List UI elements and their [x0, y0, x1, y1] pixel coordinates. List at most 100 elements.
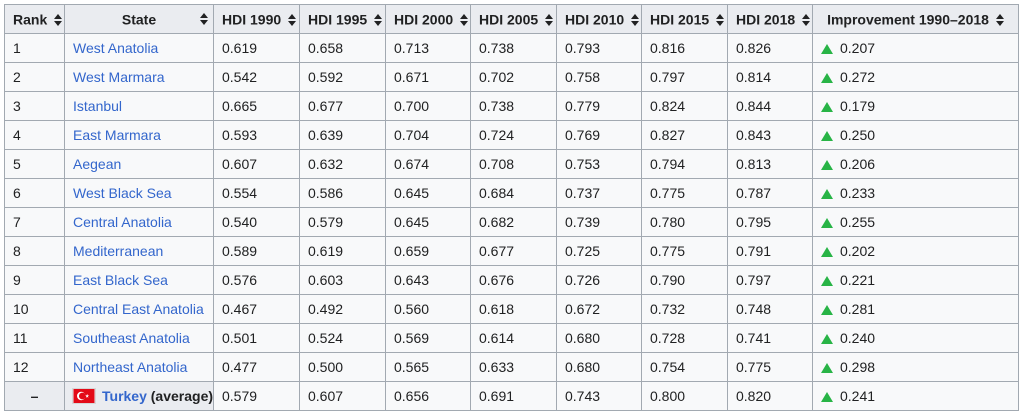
hdi-value-cell: 0.738 [470, 91, 557, 121]
sort-toggle-icon[interactable] [545, 13, 554, 26]
hdi-value-cell: 0.787 [727, 178, 813, 208]
state-link[interactable]: Central East Anatolia [73, 301, 204, 317]
sort-toggle-icon[interactable] [288, 13, 297, 26]
hdi-value-cell: 0.593 [213, 120, 300, 150]
column-header-hdi1990[interactable]: HDI 1990 [213, 4, 300, 34]
sort-down-arrow-icon [200, 20, 208, 25]
table-row: 4 East Marmara 0.593 0.639 0.704 0.724 0.769 0.… [4, 120, 1019, 150]
hdi-value-cell: 0.827 [641, 120, 728, 150]
column-header-hdi2015[interactable]: HDI 2015 [641, 4, 728, 34]
hdi-value-cell: 0.540 [213, 207, 300, 237]
sort-down-arrow-icon [716, 20, 725, 26]
column-header-hdi2010[interactable]: HDI 2010 [556, 4, 642, 34]
sort-toggle-icon[interactable] [374, 13, 383, 26]
column-header-hdi2000[interactable]: HDI 2000 [385, 4, 471, 34]
state-link[interactable]: Central Anatolia [73, 214, 172, 230]
column-header-hdi2005[interactable]: HDI 2005 [470, 4, 557, 34]
improvement-cell: 0.255 [812, 207, 1019, 237]
hdi-value-cell: 0.738 [470, 33, 557, 63]
sort-toggle-icon[interactable] [460, 13, 469, 26]
hdi-value-cell: 0.702 [470, 62, 557, 92]
hdi-value-cell: 0.726 [556, 265, 642, 295]
hdi-value-cell: 0.477 [213, 352, 300, 382]
state-link[interactable]: Southeast Anatolia [73, 330, 190, 346]
hdi-value-cell: 0.797 [727, 265, 813, 295]
state-link[interactable]: Istanbul [73, 98, 123, 114]
sort-up-arrow-icon [802, 13, 811, 19]
increase-icon [821, 160, 833, 170]
sort-toggle-icon[interactable] [716, 13, 725, 26]
improvement-value: 0.250 [840, 127, 876, 143]
summary-row-turkey-average: – Turkey (average) 0.579 0.607 0.656 0.691 0.7… [4, 381, 1019, 411]
table-row: 5 Aegean 0.607 0.632 0.674 0.708 0.753 0.794 0.8… [4, 149, 1019, 179]
column-header-label: HDI 2010 [565, 11, 625, 28]
improvement-cell: 0.207 [812, 33, 1019, 63]
hdi-value-cell: 0.739 [556, 207, 642, 237]
hdi-value-cell: 0.656 [385, 381, 471, 411]
column-header-state[interactable]: State [64, 4, 214, 34]
column-header-label: HDI 1995 [308, 11, 368, 28]
hdi-value-cell: 0.674 [385, 149, 471, 179]
hdi-value-cell: 0.569 [385, 323, 471, 353]
hdi-value-cell: 0.826 [727, 33, 813, 63]
hdi-value-cell: 0.579 [299, 207, 386, 237]
sort-toggle-icon[interactable] [200, 13, 208, 25]
increase-icon [821, 305, 833, 315]
sort-down-arrow-icon [374, 20, 383, 26]
state-cell: Aegean [64, 149, 214, 179]
rank-cell: 3 [4, 91, 65, 121]
hdi-value-cell: 0.814 [727, 62, 813, 92]
table-row: 10 Central East Anatolia 0.467 0.492 0.560 0.… [4, 294, 1019, 324]
header-row: Rank State HDI 1990 HDI 1995 HDI 2000 HDI 200… [4, 4, 1019, 34]
hdi-value-cell: 0.700 [385, 91, 471, 121]
sort-up-arrow-icon [54, 13, 63, 19]
sort-toggle-icon[interactable] [802, 13, 811, 26]
increase-icon [821, 218, 833, 228]
column-header-label: HDI 2005 [479, 11, 539, 28]
hdi-value-cell: 0.724 [470, 120, 557, 150]
hdi-value-cell: 0.589 [213, 236, 300, 266]
rank-cell: 4 [4, 120, 65, 150]
column-header-improvement[interactable]: Improvement 1990–2018 [812, 4, 1019, 34]
column-header-label: State [121, 11, 157, 28]
improvement-cell: 0.298 [812, 352, 1019, 382]
sort-toggle-icon[interactable] [995, 13, 1004, 26]
state-link[interactable]: West Anatolia [73, 40, 159, 56]
table-row: 3 Istanbul 0.665 0.677 0.700 0.738 0.779 0.824 0… [4, 91, 1019, 121]
hdi-value-cell: 0.795 [727, 207, 813, 237]
improvement-cell: 0.202 [812, 236, 1019, 266]
state-cell: West Black Sea [64, 178, 214, 208]
column-header-rank[interactable]: Rank [4, 4, 65, 34]
improvement-value: 0.281 [840, 301, 876, 317]
increase-icon [821, 363, 833, 373]
improvement-value: 0.241 [840, 388, 876, 404]
hdi-value-cell: 0.607 [299, 381, 386, 411]
state-link[interactable]: Mediterranean [73, 243, 164, 259]
state-link[interactable]: Aegean [73, 156, 122, 172]
hdi-value-cell: 0.677 [299, 91, 386, 121]
sort-up-arrow-icon [374, 13, 383, 19]
hdi-value-cell: 0.658 [299, 33, 386, 63]
table-row: 12 Northeast Anatolia 0.477 0.500 0.565 0.633… [4, 352, 1019, 382]
column-header-hdi2018[interactable]: HDI 2018 [727, 4, 813, 34]
hdi-value-cell: 0.603 [299, 265, 386, 295]
sort-up-arrow-icon [200, 13, 208, 18]
rank-cell: 7 [4, 207, 65, 237]
state-link[interactable]: West Black Sea [73, 185, 172, 201]
turkey-link[interactable]: Turkey [102, 388, 147, 404]
state-link[interactable]: East Black Sea [73, 272, 168, 288]
hdi-value-cell: 0.659 [385, 236, 471, 266]
hdi-value-cell: 0.708 [470, 149, 557, 179]
improvement-value: 0.179 [840, 98, 876, 114]
improvement-value: 0.298 [840, 359, 876, 375]
sort-toggle-icon[interactable] [54, 13, 63, 26]
state-link[interactable]: West Marmara [73, 69, 165, 85]
improvement-value: 0.240 [840, 330, 876, 346]
column-header-label: Rank [13, 11, 48, 28]
sort-up-arrow-icon [288, 13, 297, 19]
state-link[interactable]: Northeast Anatolia [73, 359, 188, 375]
state-link[interactable]: East Marmara [73, 127, 161, 143]
improvement-cell: 0.240 [812, 323, 1019, 353]
sort-toggle-icon[interactable] [631, 13, 640, 26]
column-header-hdi1995[interactable]: HDI 1995 [299, 4, 386, 34]
